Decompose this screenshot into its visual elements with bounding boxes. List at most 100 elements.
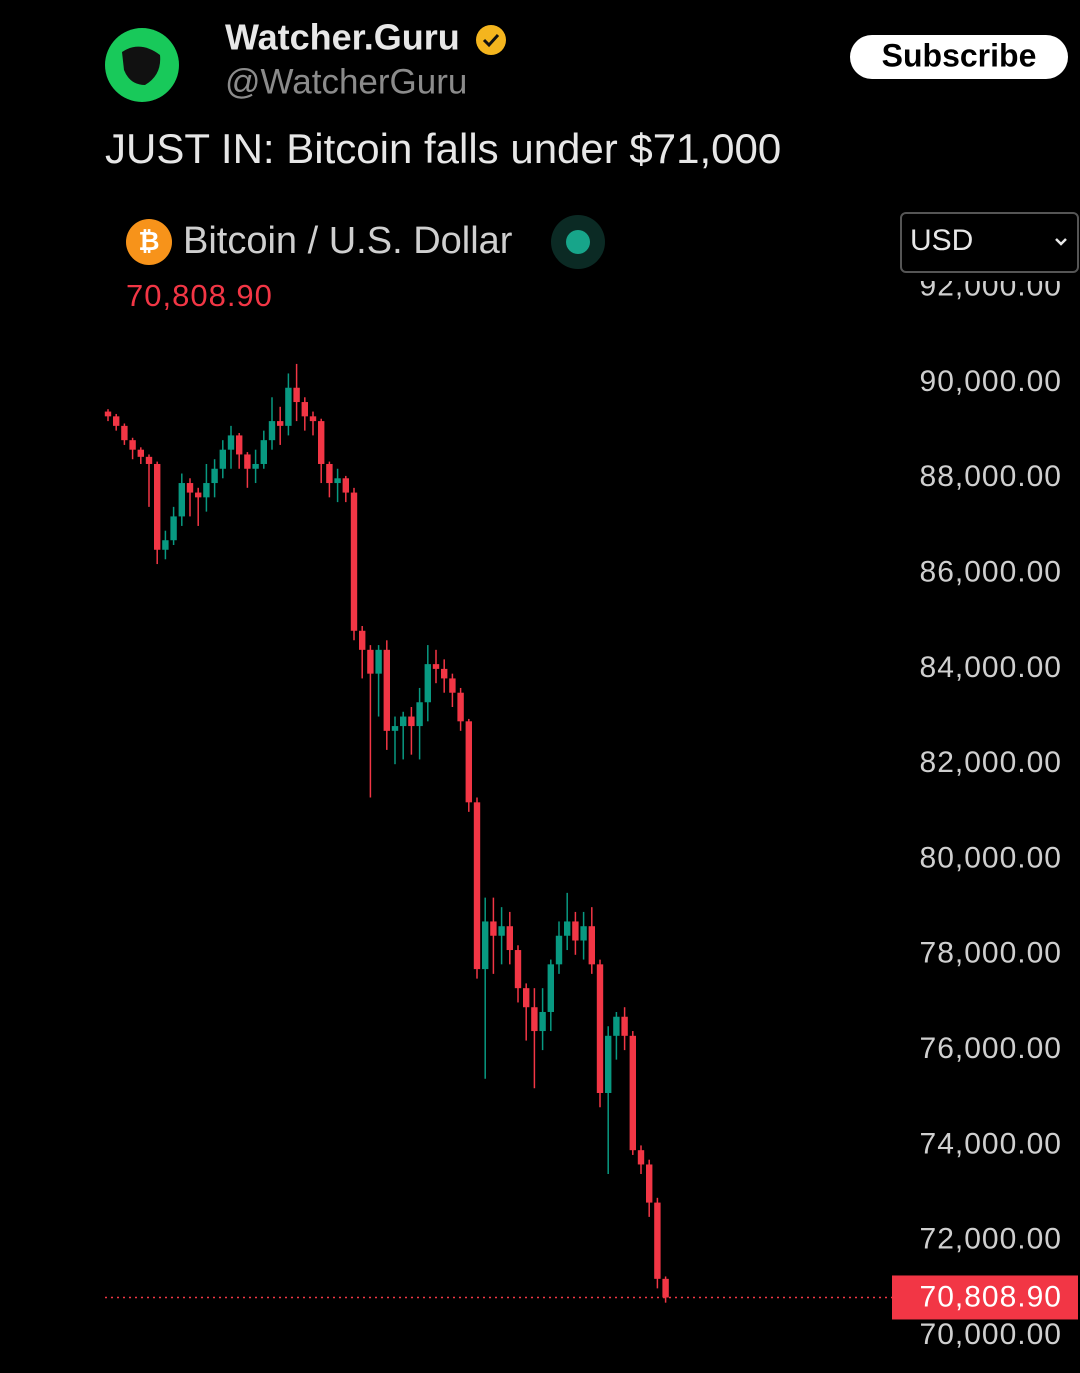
candle-body — [473, 802, 481, 970]
chart-title: Bitcoin / U.S. Dollar — [183, 220, 513, 262]
plot: 70,000.00 72,000.00 74,000.00 76,000.00 78,0… — [104, 270, 1078, 1351]
candle-body — [342, 478, 349, 493]
candle-body — [654, 1202, 661, 1279]
candle-body — [588, 926, 595, 965]
y-tick-label: 74,000.00 — [920, 1127, 1062, 1160]
candle-body — [465, 721, 472, 803]
candle-body — [555, 935, 563, 965]
y-tick-label: 86,000.00 — [920, 556, 1062, 589]
candle-body — [613, 1016, 620, 1036]
bitcoin-symbol: ₿ — [138, 226, 159, 256]
candle-body — [260, 440, 267, 464]
y-tick-label: 76,000.00 — [920, 1032, 1062, 1065]
y-tick-label: 90,000.00 — [920, 365, 1062, 398]
candle-body — [391, 726, 399, 731]
candle-body — [309, 416, 317, 422]
bitcoin-icon — [126, 219, 172, 265]
y-tick-label: 84,000.00 — [920, 651, 1062, 684]
candle-body — [129, 440, 136, 450]
candle-body — [375, 649, 382, 674]
candle-body — [170, 516, 177, 541]
candle-body — [490, 921, 497, 936]
y-tick-label: 70,000.00 — [920, 1318, 1062, 1351]
candle-body — [154, 463, 161, 550]
candle-body — [416, 702, 423, 727]
last-price: 70,808.90 — [126, 278, 273, 313]
candle-body — [596, 964, 604, 1093]
account-handle: @WatcherGuru — [225, 62, 467, 101]
verified-check — [482, 33, 500, 48]
candle-body — [186, 483, 194, 493]
last-price-box — [892, 1275, 1078, 1320]
y-tick-label: 88,000.00 — [920, 460, 1062, 493]
currency-select[interactable] — [900, 212, 1079, 273]
candle-body — [498, 926, 505, 936]
candle-body — [441, 668, 448, 679]
candle-body — [203, 483, 210, 498]
candle-body — [383, 649, 390, 731]
subscribe-button[interactable] — [850, 35, 1068, 79]
candle-body — [211, 468, 218, 484]
status-dot — [566, 230, 590, 254]
y-tick-label: 80,000.00 — [920, 841, 1062, 874]
subscribe-label[interactable]: Subscribe — [882, 37, 1037, 73]
candle-body — [121, 425, 128, 441]
candle-body — [162, 540, 169, 550]
currency-label[interactable]: USD — [910, 224, 973, 257]
candle-body — [621, 1016, 628, 1036]
candle-body — [432, 664, 440, 669]
y-tick-label: 72,000.00 — [920, 1223, 1062, 1256]
candle-body — [482, 921, 489, 970]
candle-body — [662, 1278, 669, 1298]
dropdown-chevron[interactable] — [1055, 238, 1067, 246]
candle-body — [334, 478, 341, 484]
candle-body — [367, 649, 374, 674]
candle-body — [301, 402, 308, 417]
candle-body — [523, 988, 530, 1008]
account-name: Watcher.Guru — [225, 17, 460, 58]
candle-body — [637, 1150, 645, 1165]
candle-body — [137, 449, 144, 457]
candle-body — [580, 926, 587, 941]
avatar-logo — [122, 46, 161, 85]
candle-body — [178, 483, 185, 517]
candle-body — [424, 664, 431, 703]
candle-body — [113, 416, 120, 426]
candle-body — [408, 716, 415, 727]
candle-body — [506, 926, 513, 951]
candle-body — [564, 921, 571, 936]
candle-body — [646, 1164, 653, 1203]
candle-body — [531, 1007, 538, 1032]
candle-body — [449, 678, 456, 693]
y-tick-label: 78,000.00 — [920, 937, 1062, 970]
tweet-text: JUST IN: Bitcoin falls under $71,000 — [105, 125, 781, 172]
last-price-tag: 70,808.90 — [920, 1280, 1062, 1313]
candle-body — [547, 964, 554, 1012]
candle-body — [219, 449, 226, 469]
candle-body — [268, 421, 276, 441]
candle-body — [285, 387, 292, 426]
candle-body — [252, 463, 259, 469]
candle-body — [457, 692, 464, 722]
candle-body — [318, 421, 325, 464]
candle-body — [326, 463, 333, 484]
verified-badge — [476, 25, 506, 55]
candle-body — [145, 456, 153, 464]
candle-body — [227, 435, 235, 450]
candle-body — [244, 454, 251, 469]
candle-body — [514, 950, 522, 989]
candle-body — [539, 1011, 546, 1032]
candle-body — [605, 1035, 612, 1093]
candle-body — [572, 921, 579, 941]
candle-body — [195, 492, 202, 498]
y-tick-label: 82,000.00 — [920, 746, 1062, 779]
candle-body — [400, 716, 407, 727]
candle-body — [277, 421, 284, 426]
candle-body — [236, 435, 243, 455]
candle-body — [359, 630, 366, 650]
candle-body — [293, 387, 300, 403]
candle-body — [629, 1035, 636, 1151]
candle-body — [104, 411, 112, 417]
